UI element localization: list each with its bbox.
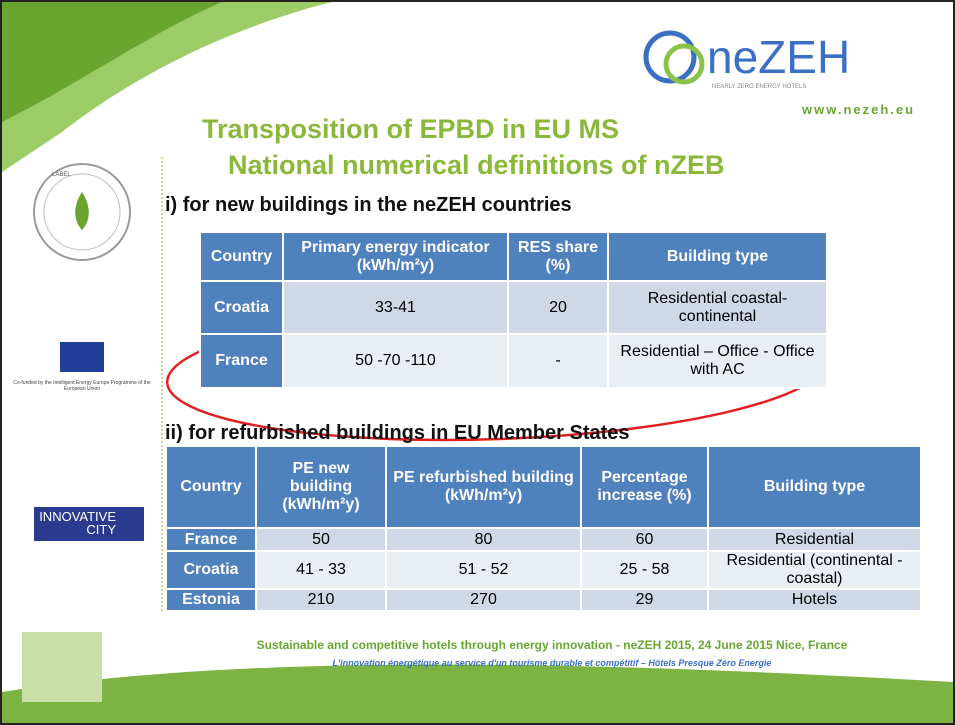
cell: Residential (continental - coastal) [708,551,921,589]
cell: - [508,334,608,388]
city-logo: INNOVATIVE CITY [36,510,116,536]
header-cell: Country [166,446,256,528]
row-label: France [166,528,256,551]
header-cell: Building type [708,446,921,528]
cell: 50 [256,528,386,551]
row-label: Croatia [166,551,256,589]
cell: Residential – Office - Office with AC [608,334,827,388]
logo-tagline: NEARLY ZERO ENERGY HOTELS [712,84,806,90]
cell: 20 [508,281,608,334]
cell: Residential coastal-continental [608,281,827,334]
slide: neZEH NEARLY ZERO ENERGY HOTELS www.neze… [0,0,955,725]
header-cell: PE new building (kWh/m²y) [256,446,386,528]
eu-note: Co-funded by the Intelligent Energy Euro… [12,380,152,392]
logo-url: www.nezeh.eu [802,102,915,117]
footer-line: L'innovation énergétique au service d'un… [162,658,942,668]
cell: 80 [386,528,581,551]
header-cell: Building type [608,232,827,281]
cell: 41 - 33 [256,551,386,589]
row-label: Croatia [200,281,283,334]
cell: Hotels [708,589,921,611]
cell: 33-41 [283,281,508,334]
header-cell: Percentage increase (%) [581,446,708,528]
header-cell: RES share (%) [508,232,608,281]
cell: 60 [581,528,708,551]
subtitle: National numerical definitions of nZEB [228,150,725,181]
section-heading: ii) for refurbished buildings in EU Memb… [165,422,630,445]
cell: Residential [708,528,921,551]
cell: 51 - 52 [386,551,581,589]
cell: 270 [386,589,581,611]
label-text: LABEL [52,172,71,178]
cell: 25 - 58 [581,551,708,589]
row-label: Estonia [166,589,256,611]
section-heading: i) for new buildings in the neZEH countr… [165,194,572,217]
header-cell: PE refurbished building (kWh/m²y) [386,446,581,528]
row-label: France [200,334,283,388]
header-cell: Country [200,232,283,281]
cell: 210 [256,589,386,611]
title: Transposition of EPBD in EU MS [202,114,619,145]
header-cell: Primary energy indicator (kWh/m²y) [283,232,508,281]
logo-name: neZEH [707,30,850,84]
cell: 29 [581,589,708,611]
cell: 50 -70 -110 [283,334,508,388]
footer-line: Sustainable and competitive hotels throu… [162,638,942,652]
